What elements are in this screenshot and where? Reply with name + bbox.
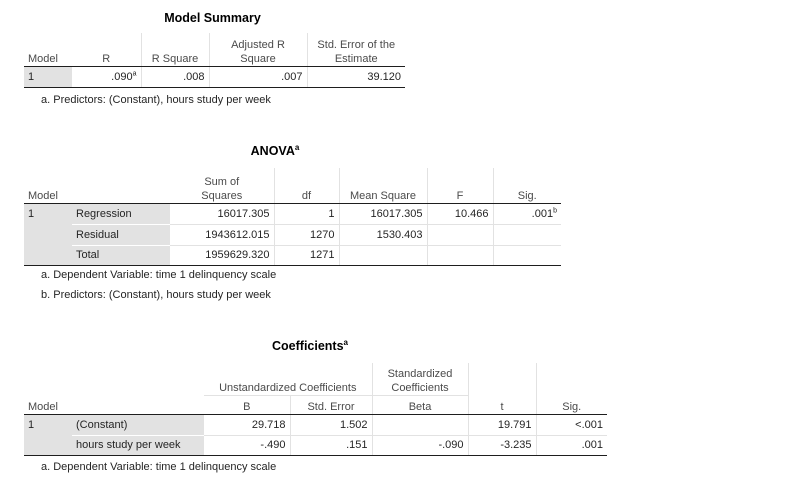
anova-cell-ms [338, 245, 427, 266]
anova-cell-f: 10.466 [426, 203, 493, 225]
ms-cell-model: 1 [24, 66, 72, 88]
anova-cell-ms: 1530.403 [338, 224, 427, 246]
ms-cell-r: .090a [72, 66, 141, 88]
anova-header-mean-square: Mean Square [338, 168, 427, 204]
ms-header-r-square: R Square [140, 33, 209, 67]
coef-header-t: t [467, 363, 537, 415]
coef-cell-sig: .001 [535, 435, 608, 456]
anova-table: Model Sum of Squares df Mean Square F Sig… [24, 168, 561, 266]
anova-footnote-a: a. Dependent Variable: time 1 delinquenc… [41, 269, 277, 281]
coef-cell-std-error: .151 [289, 435, 373, 456]
anova-title: ANOVAa [250, 142, 300, 158]
ms-cell-adj-r-square: .007 [208, 66, 307, 88]
ms-cell-r-square: .008 [140, 66, 209, 88]
coef-header-std-error: Std. Error [289, 395, 373, 415]
anova-header-df: df [273, 168, 339, 204]
coef-header-b: B [204, 395, 290, 415]
anova-header-model: Model [24, 168, 72, 204]
anova-cell-model: 1 [24, 203, 72, 266]
anova-header-sig: Sig. [492, 168, 561, 204]
coef-header-beta: Beta [371, 395, 469, 415]
coef-header-unstandardized: Unstandardized Coefficients [204, 363, 373, 396]
coef-header-blank [72, 363, 204, 415]
anova-cell-df: 1271 [273, 245, 339, 266]
model-summary-title: Model Summary [164, 11, 261, 25]
anova-row-label: Total [72, 245, 170, 266]
ms-header-r: R [72, 33, 141, 67]
anova-row-label: Regression [72, 203, 170, 225]
anova-cell-f [426, 224, 493, 246]
coef-header-sig: Sig. [535, 363, 608, 415]
ms-footnote-a: a. Predictors: (Constant), hours study p… [41, 94, 271, 106]
coef-cell-sig: <.001 [535, 414, 608, 436]
ms-header-model: Model [24, 33, 72, 67]
coefficients-title: Coefficientsa [272, 337, 348, 353]
anova-header-sum-of-squares: Sum of Squares [170, 168, 274, 204]
ms-header-adj-r-square: Adjusted R Square [208, 33, 307, 67]
anova-header-blank [72, 168, 170, 204]
model-summary-table: Model R R Square Adjusted R Square Std. E… [24, 33, 405, 88]
coef-row-label: (Constant) [72, 414, 204, 436]
coef-header-model: Model [24, 363, 72, 415]
coef-footnote-a: a. Dependent Variable: time 1 delinquenc… [41, 461, 277, 473]
coef-cell-b: -.490 [204, 435, 290, 456]
anova-footnote-b: b. Predictors: (Constant), hours study p… [41, 289, 271, 301]
ms-cell-std-error: 39.120 [306, 66, 405, 88]
coef-header-standardized: Standardized Coefficients [371, 363, 469, 396]
coefficients-table: Model Unstandardized Coefficients Standa… [24, 363, 608, 456]
anova-cell-sig [492, 224, 561, 246]
coef-cell-model: 1 [24, 414, 72, 456]
anova-cell-df: 1270 [273, 224, 339, 246]
coef-cell-beta: -.090 [371, 435, 469, 456]
anova-cell-f [426, 245, 493, 266]
ms-header-std-error: Std. Error of the Estimate [306, 33, 405, 67]
coef-cell-beta [371, 414, 469, 436]
coef-cell-b: 29.718 [204, 414, 290, 436]
anova-cell-ms: 16017.305 [338, 203, 427, 225]
anova-row-label: Residual [72, 224, 170, 246]
anova-cell-ss: 1943612.015 [170, 224, 274, 246]
coef-cell-std-error: 1.502 [289, 414, 373, 436]
anova-cell-df: 1 [273, 203, 339, 225]
coef-cell-t: -3.235 [467, 435, 537, 456]
coef-row-label: hours study per week [72, 435, 204, 456]
anova-cell-ss: 1959629.320 [170, 245, 274, 266]
anova-cell-sig: .001b [492, 203, 561, 225]
anova-header-f: F [426, 168, 493, 204]
anova-cell-sig [492, 245, 561, 266]
coef-cell-t: 19.791 [467, 414, 537, 436]
anova-cell-ss: 16017.305 [170, 203, 274, 225]
